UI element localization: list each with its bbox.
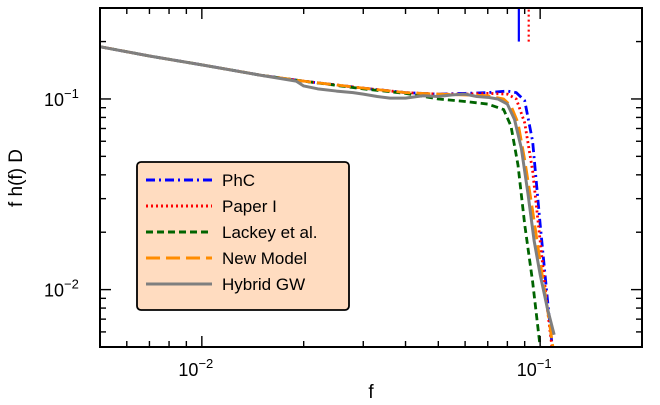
tick-label-layer: 10−2 10−1 10−2 10−1 — [44, 86, 552, 380]
y-axis-label: f h(f) D — [6, 149, 27, 207]
x-axis-label: f — [368, 382, 374, 403]
legend-items: PhC Paper I Lackey et al. New Model Hybrid G… — [146, 171, 317, 294]
legend-box — [136, 161, 350, 311]
plot-frame — [99, 7, 643, 348]
legend-label-2: Paper I — [222, 197, 277, 216]
legend: PhC Paper I Lackey et al. New Model Hybrid G… — [136, 161, 350, 311]
y-tick-label-1: 10−2 — [44, 277, 79, 301]
x-tick-label-1: 10−2 — [178, 356, 213, 380]
series-line-5 — [100, 45, 556, 336]
legend-label-4: New Model — [222, 249, 307, 268]
legend-label-3: Lackey et al. — [222, 223, 317, 242]
marker-layer — [517, 8, 530, 42]
series-layer — [100, 45, 556, 347]
y-tick-label-2: 10−1 — [44, 86, 79, 110]
legend-label-5: Hybrid GW — [222, 275, 305, 294]
x-tick-label-2: 10−1 — [517, 356, 552, 380]
tick-layer — [99, 8, 643, 348]
legend-label-1: PhC — [222, 171, 255, 190]
